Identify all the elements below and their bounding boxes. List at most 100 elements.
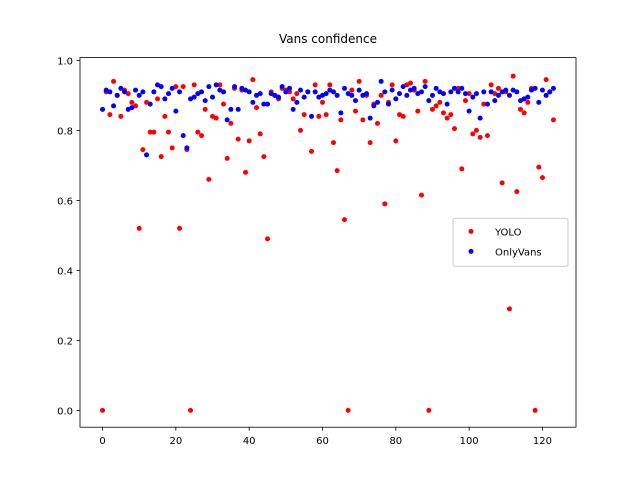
y-tick-label: 0.8 xyxy=(57,126,73,137)
data-point xyxy=(393,138,399,144)
data-point xyxy=(246,138,252,144)
data-point xyxy=(389,87,395,93)
data-point xyxy=(184,145,190,151)
data-point xyxy=(206,176,212,182)
data-point xyxy=(539,175,545,181)
data-point xyxy=(499,180,505,186)
data-point xyxy=(301,112,307,118)
data-point xyxy=(323,91,329,97)
data-point xyxy=(352,98,358,104)
y-tick-label: 0.0 xyxy=(57,406,73,417)
data-point xyxy=(235,106,241,112)
data-point xyxy=(389,82,395,88)
data-point xyxy=(140,89,146,95)
data-point xyxy=(217,82,223,88)
data-point xyxy=(312,89,318,95)
axes-frame xyxy=(79,57,577,428)
data-point xyxy=(254,105,260,111)
data-point xyxy=(177,225,183,231)
data-point xyxy=(155,96,161,102)
data-point xyxy=(199,89,205,95)
data-point xyxy=(305,89,311,95)
data-point xyxy=(514,189,520,195)
data-point xyxy=(396,91,402,97)
data-point xyxy=(411,85,417,91)
data-point xyxy=(158,154,164,160)
data-point xyxy=(298,87,304,93)
data-point xyxy=(503,87,509,93)
data-point xyxy=(495,92,501,98)
data-point xyxy=(169,85,175,91)
data-point xyxy=(374,99,380,105)
data-point xyxy=(488,89,494,95)
data-point xyxy=(367,140,373,146)
data-point xyxy=(191,82,197,88)
data-point xyxy=(327,82,333,88)
data-point xyxy=(547,89,553,95)
data-point xyxy=(129,105,135,111)
data-point xyxy=(440,91,446,97)
data-point xyxy=(228,106,234,112)
data-point xyxy=(429,106,435,112)
data-point xyxy=(111,78,117,84)
data-point xyxy=(455,89,461,95)
y-tick-label: 0.2 xyxy=(57,336,73,347)
data-point xyxy=(437,99,443,105)
data-point xyxy=(301,94,307,100)
data-point xyxy=(550,85,556,91)
data-point xyxy=(536,99,542,105)
data-point xyxy=(261,154,267,160)
data-point xyxy=(158,84,164,90)
data-point xyxy=(147,129,153,135)
data-point xyxy=(448,89,454,95)
data-point xyxy=(418,192,424,198)
data-point xyxy=(481,101,487,107)
data-point xyxy=(250,99,256,105)
data-point xyxy=(206,84,212,90)
data-point xyxy=(459,166,465,172)
data-point xyxy=(506,92,512,98)
data-point xyxy=(506,306,512,312)
data-point xyxy=(309,113,315,119)
data-point xyxy=(114,92,120,98)
data-point xyxy=(136,92,142,98)
data-point xyxy=(338,117,344,123)
data-point xyxy=(484,133,490,139)
data-point xyxy=(107,112,113,118)
data-point xyxy=(144,152,150,158)
data-point xyxy=(433,85,439,91)
data-point xyxy=(473,127,479,133)
data-point xyxy=(525,99,531,105)
data-point xyxy=(393,96,399,102)
data-point xyxy=(525,94,531,100)
data-point xyxy=(488,82,494,88)
legend-label: YOLO xyxy=(494,227,522,238)
data-point xyxy=(349,87,355,93)
data-point xyxy=(330,140,336,146)
data-point xyxy=(451,85,457,91)
data-point xyxy=(345,407,351,413)
data-point xyxy=(451,126,457,132)
x-tick-label: 100 xyxy=(460,436,479,447)
data-point xyxy=(385,101,391,107)
data-point xyxy=(536,164,542,170)
data-point xyxy=(320,99,326,105)
data-point xyxy=(243,169,249,175)
data-point xyxy=(180,133,186,139)
chart-title: Vans confidence xyxy=(279,32,377,46)
data-point xyxy=(371,103,377,109)
data-point xyxy=(334,168,340,174)
data-point xyxy=(330,89,336,95)
data-point xyxy=(455,85,461,91)
data-point xyxy=(495,85,501,91)
data-point xyxy=(290,106,296,112)
data-point xyxy=(129,99,135,105)
data-point xyxy=(202,106,208,112)
data-point xyxy=(418,89,424,95)
data-point xyxy=(360,117,366,123)
data-point xyxy=(400,113,406,119)
data-point xyxy=(422,78,428,84)
data-point xyxy=(173,108,179,114)
